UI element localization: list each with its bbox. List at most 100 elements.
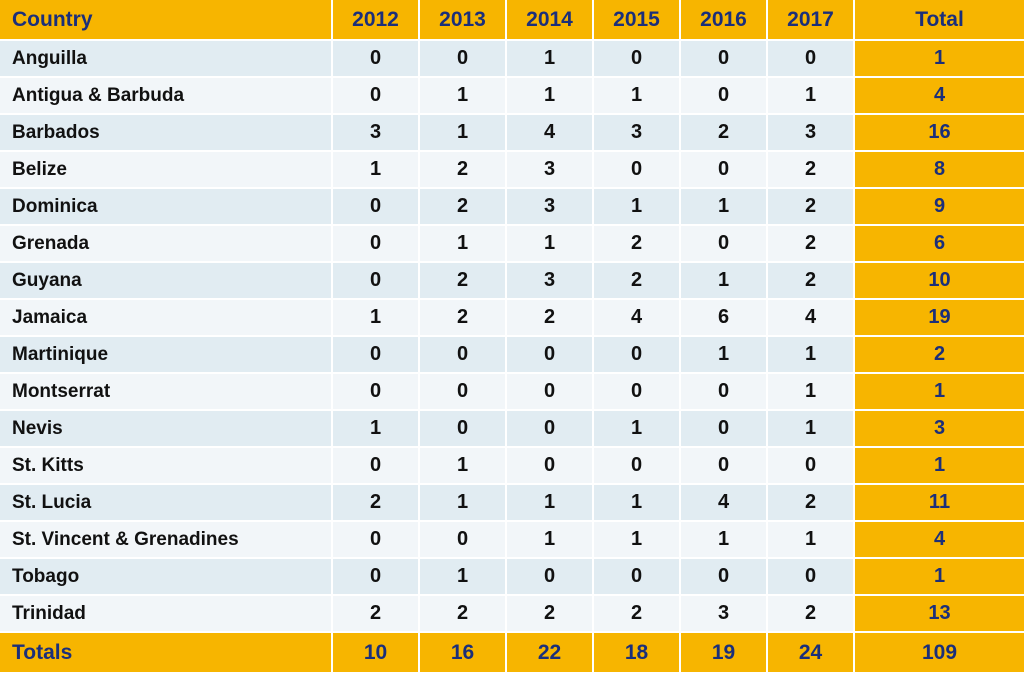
year-value-cell: 0 — [332, 77, 420, 114]
year-value-cell: 0 — [593, 40, 681, 77]
year-value-cell: 1 — [767, 373, 855, 410]
year-value-cell: 1 — [506, 77, 594, 114]
table-row: Martinique 0 0 0 0 1 1 2 — [0, 336, 1024, 373]
country-name-cell: Jamaica — [0, 299, 333, 336]
column-header-year: 2012 — [332, 0, 420, 40]
year-value-cell: 2 — [593, 225, 681, 262]
row-total-cell: 1 — [854, 373, 1024, 410]
row-total-cell: 10 — [854, 262, 1024, 299]
year-value-cell: 2 — [332, 595, 420, 632]
country-name-cell: St. Kitts — [0, 447, 333, 484]
table-row: Tobago 0 1 0 0 0 0 1 — [0, 558, 1024, 595]
table-row: Grenada 0 1 1 2 0 2 6 — [0, 225, 1024, 262]
year-value-cell: 0 — [680, 40, 768, 77]
year-value-cell: 1 — [680, 262, 768, 299]
country-name-cell: Trinidad — [0, 595, 333, 632]
year-value-cell: 0 — [593, 151, 681, 188]
totals-year-value: 10 — [332, 632, 420, 672]
row-total-cell: 16 — [854, 114, 1024, 151]
totals-year-value: 19 — [680, 632, 768, 672]
year-value-cell: 0 — [593, 558, 681, 595]
year-value-cell: 0 — [419, 336, 507, 373]
year-value-cell: 2 — [593, 262, 681, 299]
row-total-cell: 6 — [854, 225, 1024, 262]
table-row: Trinidad 2 2 2 2 3 2 13 — [0, 595, 1024, 632]
country-name-cell: Nevis — [0, 410, 333, 447]
year-value-cell: 0 — [332, 262, 420, 299]
row-total-cell: 8 — [854, 151, 1024, 188]
year-value-cell: 0 — [767, 558, 855, 595]
year-value-cell: 1 — [593, 77, 681, 114]
year-value-cell: 1 — [419, 225, 507, 262]
totals-year-value: 22 — [506, 632, 594, 672]
year-value-cell: 2 — [419, 151, 507, 188]
year-value-cell: 1 — [593, 484, 681, 521]
year-value-cell: 0 — [506, 336, 594, 373]
year-value-cell: 0 — [506, 373, 594, 410]
country-name-cell: St. Vincent & Grenadines — [0, 521, 333, 558]
table-row: Jamaica 1 2 2 4 6 4 19 — [0, 299, 1024, 336]
table-row: Montserrat 0 0 0 0 0 1 1 — [0, 373, 1024, 410]
table-row: Guyana 0 2 3 2 1 2 10 — [0, 262, 1024, 299]
column-header-year: 2014 — [506, 0, 594, 40]
column-header-country: Country — [0, 0, 333, 40]
year-value-cell: 2 — [332, 484, 420, 521]
year-value-cell: 0 — [680, 77, 768, 114]
year-value-cell: 0 — [332, 558, 420, 595]
year-value-cell: 1 — [332, 299, 420, 336]
year-value-cell: 1 — [506, 521, 594, 558]
table-row: Dominica 0 2 3 1 1 2 9 — [0, 188, 1024, 225]
year-value-cell: 1 — [419, 484, 507, 521]
year-value-cell: 2 — [506, 595, 594, 632]
table-row: Belize 1 2 3 0 0 2 8 — [0, 151, 1024, 188]
year-value-cell: 1 — [680, 521, 768, 558]
year-value-cell: 2 — [419, 595, 507, 632]
country-name-cell: Grenada — [0, 225, 333, 262]
table-row: St. Vincent & Grenadines 0 0 1 1 1 1 4 — [0, 521, 1024, 558]
year-value-cell: 1 — [593, 410, 681, 447]
year-value-cell: 0 — [332, 447, 420, 484]
year-value-cell: 1 — [767, 410, 855, 447]
year-value-cell: 0 — [506, 558, 594, 595]
year-value-cell: 3 — [767, 114, 855, 151]
row-total-cell: 1 — [854, 447, 1024, 484]
year-value-cell: 1 — [419, 447, 507, 484]
year-value-cell: 2 — [680, 114, 768, 151]
year-value-cell: 1 — [680, 188, 768, 225]
year-value-cell: 0 — [680, 447, 768, 484]
country-name-cell: St. Lucia — [0, 484, 333, 521]
year-value-cell: 0 — [332, 40, 420, 77]
country-name-cell: Barbados — [0, 114, 333, 151]
table-row: Barbados 3 1 4 3 2 3 16 — [0, 114, 1024, 151]
row-total-cell: 1 — [854, 558, 1024, 595]
table-row: Nevis 1 0 0 1 0 1 3 — [0, 410, 1024, 447]
year-value-cell: 0 — [332, 188, 420, 225]
year-value-cell: 1 — [506, 40, 594, 77]
country-name-cell: Tobago — [0, 558, 333, 595]
year-value-cell: 2 — [767, 225, 855, 262]
year-value-cell: 4 — [680, 484, 768, 521]
year-value-cell: 0 — [332, 373, 420, 410]
year-value-cell: 0 — [680, 225, 768, 262]
country-name-cell: Guyana — [0, 262, 333, 299]
year-value-cell: 0 — [332, 225, 420, 262]
column-header-total: Total — [915, 7, 964, 31]
year-value-cell: 0 — [680, 410, 768, 447]
year-value-cell: 0 — [506, 410, 594, 447]
year-value-cell: 0 — [767, 40, 855, 77]
row-total-cell: 3 — [854, 410, 1024, 447]
grand-total-value: 109 — [921, 640, 958, 664]
table-row: St. Kitts 0 1 0 0 0 0 1 — [0, 447, 1024, 484]
year-value-cell: 0 — [332, 521, 420, 558]
column-header-year: 2017 — [767, 0, 855, 40]
column-header-year: 2013 — [419, 0, 507, 40]
year-value-cell: 2 — [767, 595, 855, 632]
year-value-cell: 1 — [332, 410, 420, 447]
year-value-cell: 3 — [593, 114, 681, 151]
row-total-cell: 4 — [854, 77, 1024, 114]
year-value-cell: 0 — [593, 336, 681, 373]
year-value-cell: 2 — [419, 262, 507, 299]
country-name-cell: Anguilla — [0, 40, 333, 77]
